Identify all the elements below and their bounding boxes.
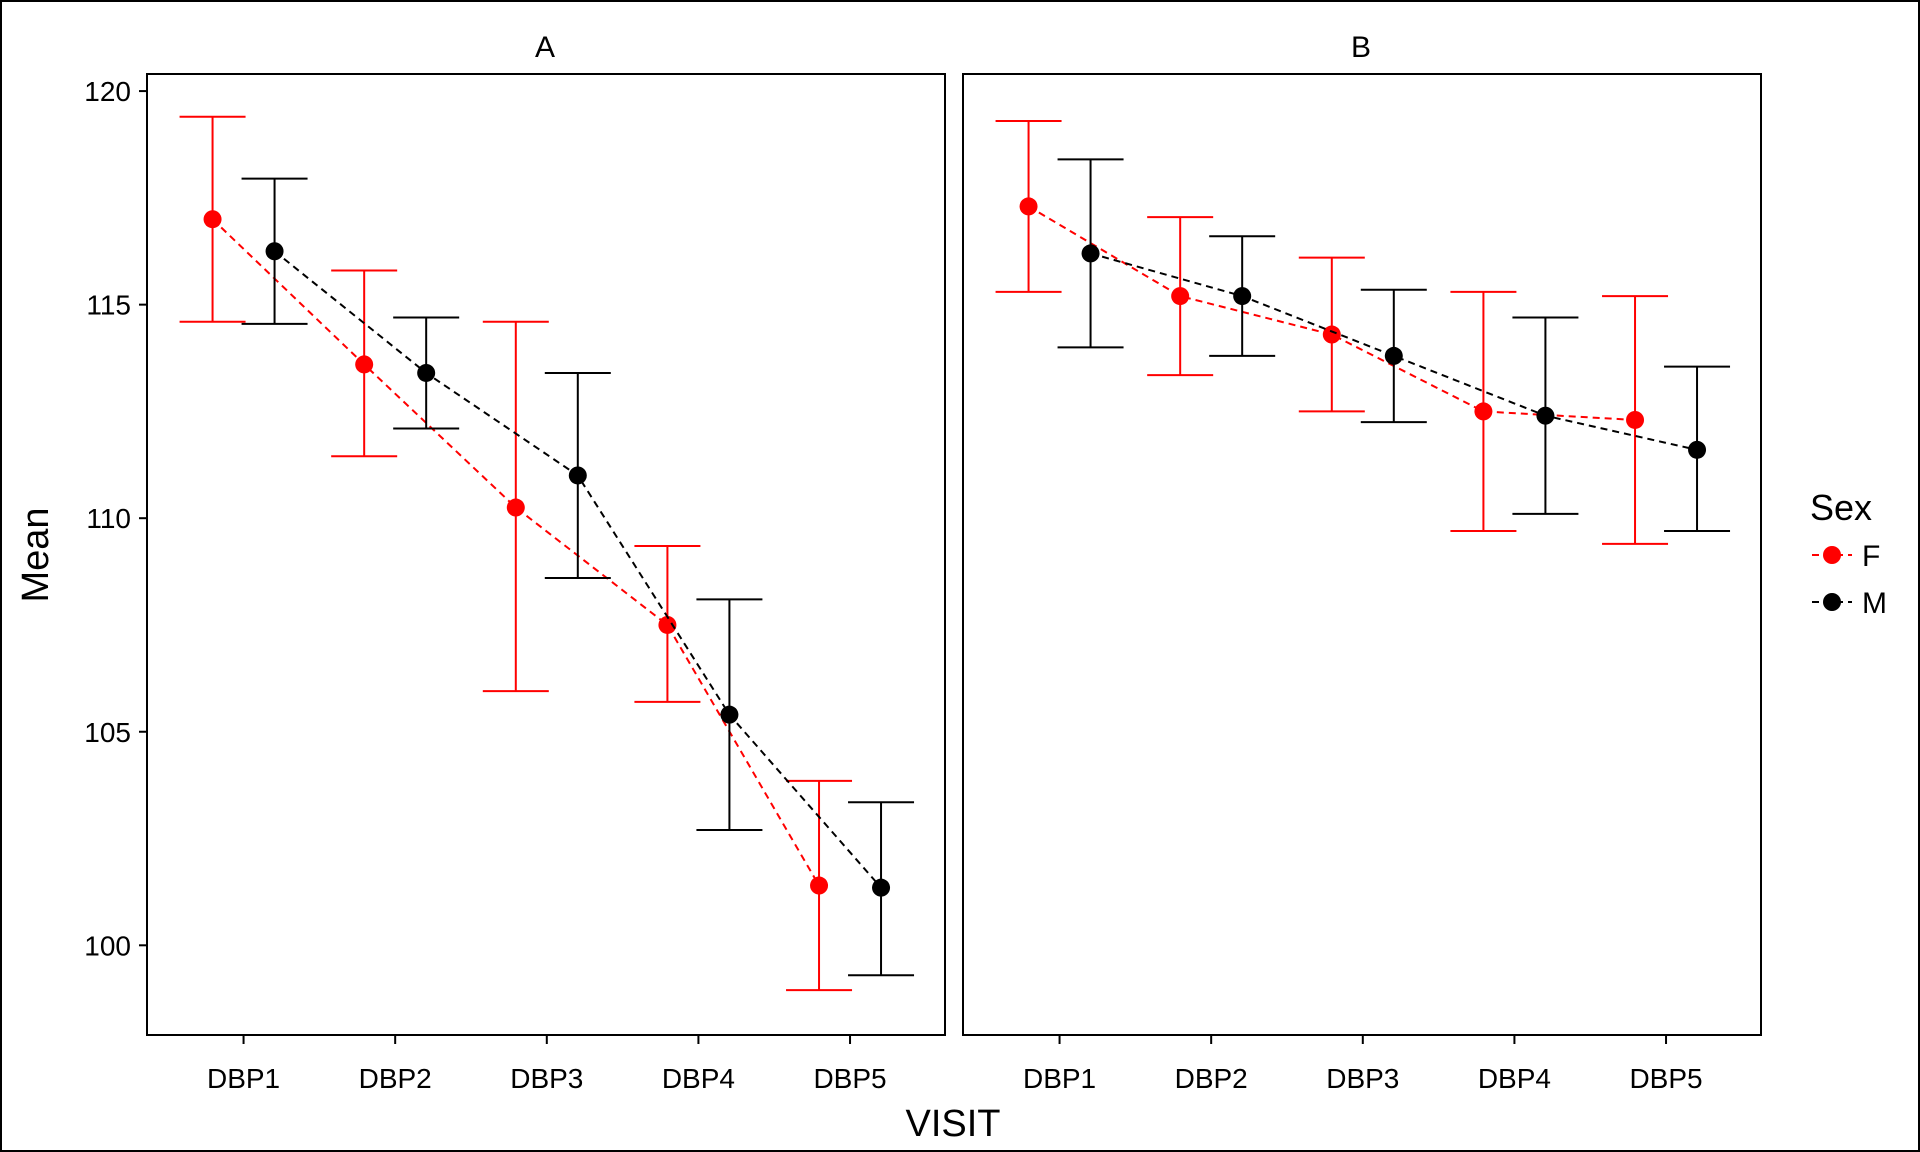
x-tick-label: DBP3 [510, 1063, 583, 1094]
x-tick-label: DBP1 [1023, 1063, 1096, 1094]
data-point [1474, 402, 1493, 421]
legend-entry-m: M [1812, 587, 1887, 620]
legend-label: M [1862, 587, 1887, 620]
panel-b-title: B [1351, 31, 1371, 64]
x-tick-label: DBP4 [1478, 1063, 1551, 1094]
data-point [417, 363, 436, 382]
legend-marker [1823, 593, 1841, 611]
x-tick-label: DBP2 [1175, 1063, 1248, 1094]
data-point [1322, 325, 1341, 344]
data-point [1233, 287, 1252, 306]
data-point [1171, 287, 1190, 306]
series-line [211, 218, 820, 887]
data-point [1626, 410, 1645, 429]
legend-title: Sex [1810, 487, 1872, 528]
y-tick-label: 105 [84, 717, 131, 748]
y-tick-label: 115 [86, 290, 131, 321]
y-axis: 100 105 110 115 120 [84, 76, 147, 961]
data-point [1019, 197, 1038, 216]
x-axis: DBP1 DBP2 DBP3 DBP4 DBP5 DBP1 DBP2 DBP3 DBP4 DBP5 [207, 1035, 1703, 1094]
data-point [506, 498, 525, 517]
series-m-panel-a [241, 177, 915, 977]
data-point [810, 876, 829, 895]
series-line [1028, 205, 1636, 421]
x-tick-label: DBP5 [813, 1063, 886, 1094]
data-point [1081, 244, 1100, 263]
x-tick-label: DBP2 [359, 1063, 432, 1094]
y-tick-label: 100 [84, 930, 131, 961]
data-point [355, 355, 374, 374]
x-axis-title: VISIT [905, 1103, 1000, 1145]
y-tick-label: 120 [84, 76, 131, 107]
data-point [872, 878, 891, 897]
series-m-panel-b [1057, 158, 1731, 533]
x-tick-label: DBP1 [207, 1063, 280, 1094]
series-f-panel-a [179, 115, 853, 992]
data-point [720, 705, 739, 724]
legend-marker [1823, 546, 1841, 564]
panel-a-title: A [535, 31, 555, 64]
data-point [1384, 346, 1403, 365]
y-axis-title: Mean [15, 507, 57, 602]
x-tick-label: DBP5 [1629, 1063, 1702, 1094]
legend-entry-f: F [1812, 540, 1880, 573]
x-tick-label: DBP4 [662, 1063, 735, 1094]
panel-a: A [146, 31, 946, 1036]
data-point [203, 210, 222, 229]
data-point [658, 615, 677, 634]
series-f-panel-b [995, 119, 1669, 545]
data-point [265, 242, 284, 261]
legend: Sex FM [1810, 487, 1887, 620]
x-tick-label: DBP3 [1326, 1063, 1399, 1094]
data-point [1536, 406, 1555, 425]
y-tick-label: 110 [86, 503, 131, 534]
legend-label: F [1862, 540, 1880, 573]
data-point [1688, 440, 1707, 459]
data-point [568, 466, 587, 485]
